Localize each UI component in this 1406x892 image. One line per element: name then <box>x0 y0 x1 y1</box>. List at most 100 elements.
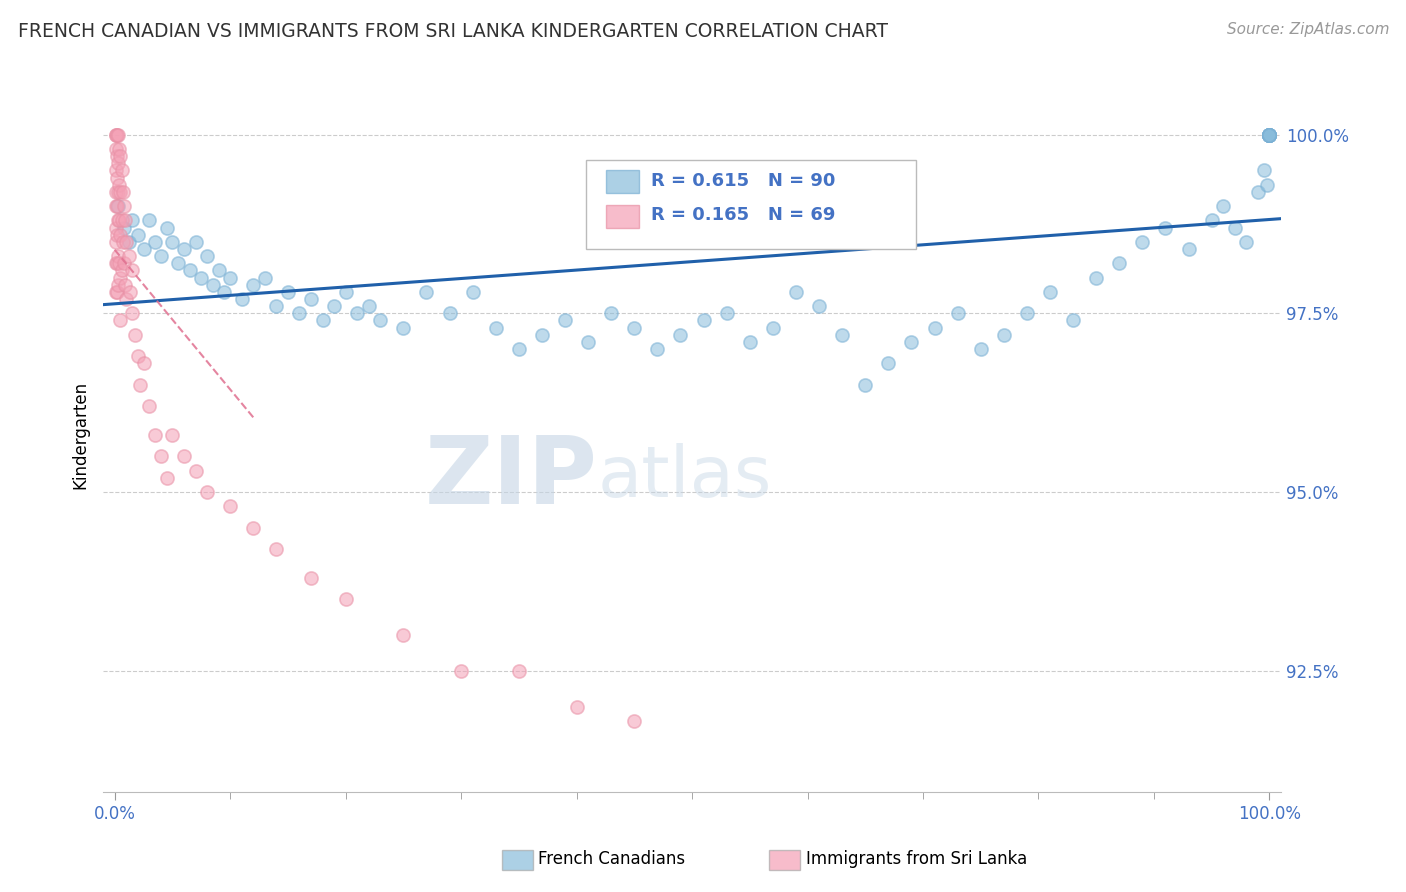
Point <box>114 213 136 227</box>
Point <box>762 320 785 334</box>
Point <box>121 306 143 320</box>
Point <box>1039 285 1062 299</box>
Point <box>266 299 288 313</box>
Point <box>392 628 415 642</box>
Point <box>129 377 152 392</box>
Point <box>450 664 472 678</box>
Point <box>105 285 128 299</box>
Point <box>105 170 128 185</box>
Point <box>104 256 127 270</box>
Point <box>1108 256 1130 270</box>
Point <box>184 464 207 478</box>
Point <box>853 377 876 392</box>
Point <box>1258 128 1281 142</box>
Point <box>127 227 149 242</box>
Point <box>121 263 143 277</box>
Point <box>1258 128 1281 142</box>
Point <box>143 428 166 442</box>
Point <box>104 185 127 199</box>
Point <box>924 320 946 334</box>
Point <box>554 313 576 327</box>
Point <box>346 306 368 320</box>
Point <box>127 349 149 363</box>
Point <box>132 242 155 256</box>
Point <box>647 342 669 356</box>
Point <box>149 450 172 464</box>
Point <box>415 285 437 299</box>
Point <box>335 592 357 607</box>
Point <box>623 714 645 728</box>
Point <box>242 521 264 535</box>
Point <box>111 235 134 249</box>
Point <box>1258 128 1281 142</box>
Point <box>105 149 128 163</box>
Text: French Canadians: French Canadians <box>538 850 686 868</box>
Point <box>253 270 276 285</box>
Point <box>112 256 135 270</box>
Point <box>138 399 160 413</box>
Point <box>107 277 129 292</box>
Point <box>105 128 128 142</box>
Point <box>716 306 738 320</box>
Point <box>993 327 1015 342</box>
Point <box>104 220 127 235</box>
Point <box>1212 199 1234 213</box>
Point <box>1258 128 1281 142</box>
Point <box>104 285 127 299</box>
Point <box>124 327 146 342</box>
Point <box>110 313 132 327</box>
Point <box>738 334 761 349</box>
Point <box>1062 313 1084 327</box>
Point <box>143 235 166 249</box>
Point <box>104 128 127 142</box>
Point <box>1085 270 1108 285</box>
Text: atlas: atlas <box>598 443 772 512</box>
Point <box>1258 128 1281 142</box>
Point <box>214 285 236 299</box>
Point <box>1015 306 1038 320</box>
Point <box>104 199 127 213</box>
Point <box>1154 220 1177 235</box>
Point <box>266 542 288 557</box>
Point <box>508 664 530 678</box>
FancyBboxPatch shape <box>606 170 640 194</box>
FancyBboxPatch shape <box>606 204 640 227</box>
Point <box>1258 128 1281 142</box>
Point <box>132 356 155 370</box>
Point <box>439 306 461 320</box>
Point <box>162 235 184 249</box>
Point <box>107 199 129 213</box>
Point <box>335 285 357 299</box>
Point <box>207 263 229 277</box>
Point <box>184 235 207 249</box>
Point <box>201 277 224 292</box>
Point <box>105 256 128 270</box>
Point <box>112 220 135 235</box>
Point <box>877 356 900 370</box>
FancyBboxPatch shape <box>586 160 915 249</box>
Point <box>195 249 218 263</box>
Point <box>808 299 831 313</box>
Point <box>117 249 139 263</box>
Point <box>461 285 484 299</box>
Point <box>107 213 129 227</box>
Point <box>111 185 134 199</box>
Point <box>1247 185 1270 199</box>
Point <box>195 485 218 500</box>
Point <box>107 128 129 142</box>
Point <box>600 306 623 320</box>
Point <box>970 342 993 356</box>
Point <box>115 292 138 306</box>
Point <box>105 199 128 213</box>
Point <box>121 213 143 227</box>
Point <box>105 227 128 242</box>
Point <box>108 256 131 270</box>
Point <box>173 242 195 256</box>
Point <box>110 227 132 242</box>
Point <box>190 270 212 285</box>
Point <box>485 320 508 334</box>
Point <box>104 235 127 249</box>
Point <box>1253 163 1275 178</box>
Point <box>173 450 195 464</box>
Text: R = 0.615   N = 90: R = 0.615 N = 90 <box>651 172 835 190</box>
